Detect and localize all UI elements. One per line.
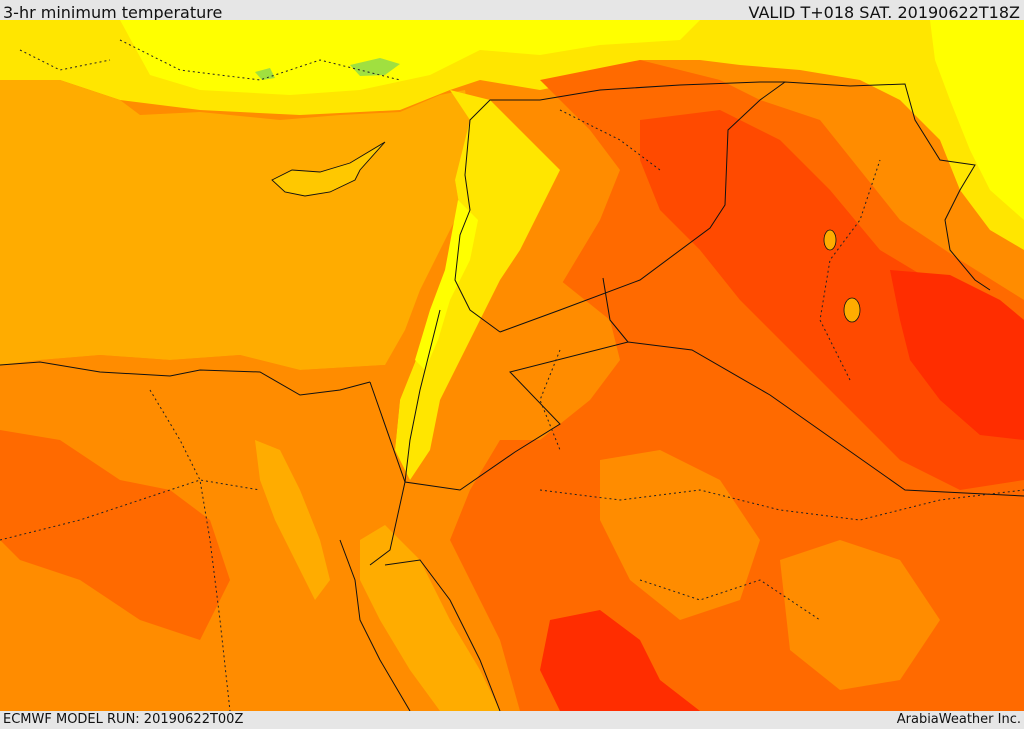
levant-yellow-core <box>415 200 478 370</box>
cyprus-island <box>271 141 386 197</box>
temperature-map <box>0 20 1024 711</box>
southern-iraq-red <box>890 270 1024 440</box>
lake <box>823 229 837 251</box>
model-run-label: ECMWF MODEL RUN: 20190622T00Z <box>3 712 244 727</box>
levant-cool-strip <box>395 90 560 480</box>
footer-bar: ECMWF MODEL RUN: 20190622T00Z ArabiaWeat… <box>0 711 1024 729</box>
red-sea-strip <box>360 525 500 711</box>
green-patch <box>350 58 400 76</box>
valid-time: VALID T+018 SAT. 20190622T18Z <box>748 3 1020 22</box>
map-title: 3-hr minimum temperature <box>3 3 223 22</box>
country-borders <box>0 81 1024 711</box>
iraq-red-orange <box>640 110 1024 490</box>
header-bar: 3-hr minimum temperature VALID T+018 SAT… <box>0 0 1024 22</box>
jordan-orange <box>480 280 620 440</box>
credit-label: ArabiaWeather Inc. <box>896 712 1021 727</box>
green-patch-2 <box>255 68 275 80</box>
arabia-orange-patch-2 <box>780 540 940 690</box>
province-borders <box>0 39 1024 711</box>
arabia-deep-orange <box>450 60 1024 711</box>
arabia-orange-patch <box>600 450 760 620</box>
lake <box>843 297 861 323</box>
mediterranean-sea <box>0 80 470 370</box>
nile-cool-strip <box>255 440 330 600</box>
map-canvas <box>0 20 1024 711</box>
arabia-red-south <box>540 610 700 711</box>
northeast-yellow <box>930 20 1024 220</box>
egypt-warm-patch <box>0 430 230 640</box>
